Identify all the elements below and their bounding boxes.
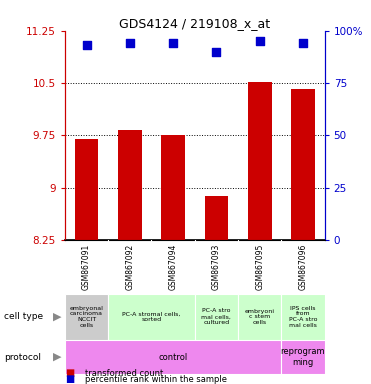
Text: PC-A stromal cells,
sorted: PC-A stromal cells, sorted (122, 311, 181, 322)
Text: PC-A stro
mal cells,
cultured: PC-A stro mal cells, cultured (201, 308, 232, 325)
Text: GSM867092: GSM867092 (125, 244, 134, 290)
Bar (65, 340, 281, 374)
Bar (248, 82, 272, 240)
Point (213, 49, 219, 55)
Text: reprogram
ming: reprogram ming (281, 348, 325, 367)
Bar (238, 294, 281, 340)
Text: GSM867094: GSM867094 (169, 244, 178, 290)
Text: ▶: ▶ (53, 352, 62, 362)
Text: ■: ■ (65, 374, 74, 384)
Bar (65, 294, 108, 340)
Point (300, 40, 306, 46)
Point (83, 42, 89, 48)
Text: ▶: ▶ (53, 312, 62, 322)
Bar (118, 131, 142, 240)
Point (257, 38, 263, 44)
Text: control: control (158, 353, 188, 362)
Text: GSM867093: GSM867093 (212, 244, 221, 290)
Text: GSM867091: GSM867091 (82, 244, 91, 290)
Text: ■: ■ (65, 368, 74, 378)
Bar (281, 294, 325, 340)
Title: GDS4124 / 219108_x_at: GDS4124 / 219108_x_at (119, 17, 270, 30)
Bar (291, 89, 315, 240)
Text: embryonal
carcinoma
NCCIT
cells: embryonal carcinoma NCCIT cells (70, 306, 104, 328)
Bar (204, 196, 228, 240)
Point (170, 40, 176, 46)
Text: protocol: protocol (4, 353, 41, 362)
Bar (108, 294, 195, 340)
Text: percentile rank within the sample: percentile rank within the sample (85, 374, 227, 384)
Bar (161, 136, 185, 240)
Text: IPS cells
from
PC-A stro
mal cells: IPS cells from PC-A stro mal cells (289, 306, 317, 328)
Text: embryoni
c stem
cells: embryoni c stem cells (245, 308, 275, 325)
Point (127, 40, 133, 46)
Text: transformed count: transformed count (85, 369, 164, 378)
Bar (281, 340, 325, 374)
Text: GSM867095: GSM867095 (255, 244, 264, 290)
Bar (75, 139, 98, 240)
Text: cell type: cell type (4, 312, 43, 321)
Text: GSM867096: GSM867096 (299, 244, 308, 290)
Bar (195, 294, 238, 340)
